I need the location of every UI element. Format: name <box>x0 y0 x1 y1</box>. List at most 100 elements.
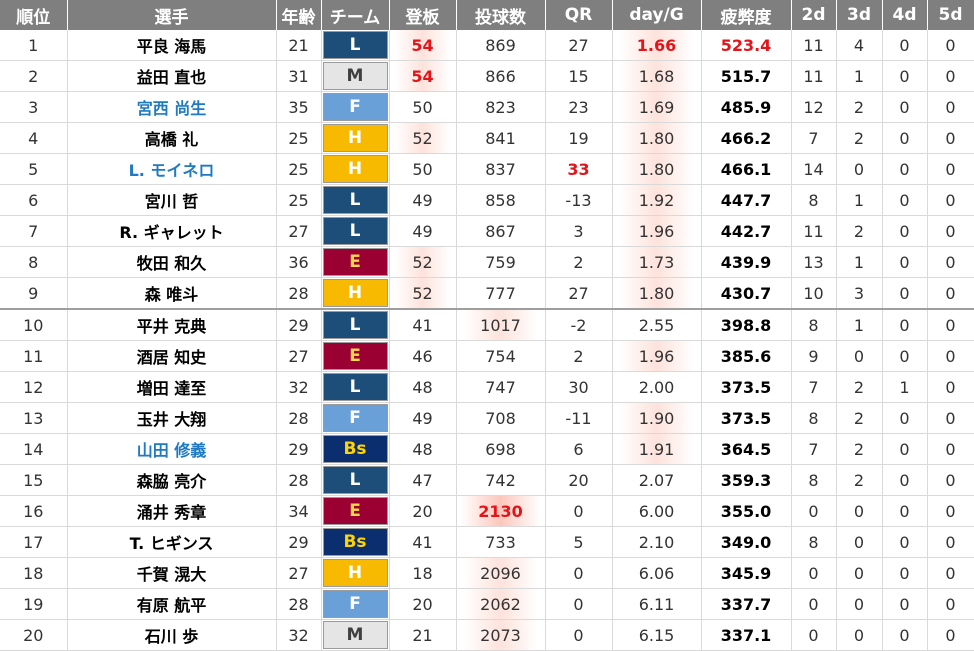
appearances-cell: 52 <box>389 246 457 278</box>
table-row[interactable]: 18 千賀 滉大 27 H 18 2096 0 6.06 345.9 0 0 0 0 <box>0 557 974 589</box>
d2-cell: 8 <box>791 309 837 341</box>
team-badge: L <box>321 30 390 61</box>
team-badge-label: L <box>322 466 388 494</box>
header-pitches[interactable]: 投球数 <box>456 0 546 30</box>
team-badge: F <box>321 91 390 123</box>
d2-cell: 11 <box>791 60 837 92</box>
age-cell: 36 <box>276 246 322 278</box>
table-row[interactable]: 7 R. ギャレット 27 L 49 867 3 1.96 442.7 11 2 0 0 <box>0 215 974 247</box>
fatigue-cell: 398.8 <box>701 309 792 341</box>
table-row[interactable]: 12 増田 達至 32 L 48 747 30 2.00 373.5 7 2 1 0 <box>0 371 974 403</box>
team-badge: E <box>321 340 390 372</box>
fatigue-cell: 364.5 <box>701 433 792 465</box>
age-cell: 29 <box>276 433 322 465</box>
header-2d[interactable]: 2d <box>791 0 837 30</box>
pitch-count-cell: 823 <box>456 91 546 123</box>
table-row[interactable]: 14 山田 修義 29 Bs 48 698 6 1.91 364.5 7 2 0 0 <box>0 433 974 465</box>
table-row[interactable]: 10 平井 克典 29 L 41 1017 -2 2.55 398.8 8 1 0 0 <box>0 309 974 341</box>
table-row[interactable]: 5 L. モイネロ 25 H 50 837 33 1.80 466.1 14 0 0 0 <box>0 153 974 185</box>
d5-cell: 0 <box>927 557 974 589</box>
pitch-count-cell: 698 <box>456 433 546 465</box>
pitch-count-cell: 837 <box>456 153 546 185</box>
d4-cell: 0 <box>882 557 928 589</box>
fatigue-cell: 442.7 <box>701 215 792 247</box>
team-badge: F <box>321 588 390 620</box>
header-qr[interactable]: QR <box>545 0 613 30</box>
d3-cell: 0 <box>836 526 883 558</box>
appearances-cell: 52 <box>389 277 457 310</box>
table-row[interactable]: 8 牧田 和久 36 E 52 759 2 1.73 439.9 13 1 0 0 <box>0 246 974 278</box>
table-row[interactable]: 2 益田 直也 31 M 54 866 15 1.68 515.7 11 1 0 0 <box>0 60 974 92</box>
player-name: T. ヒギンス <box>67 526 277 558</box>
appearances-cell: 54 <box>389 60 457 92</box>
table-row[interactable]: 17 T. ヒギンス 29 Bs 41 733 5 2.10 349.0 8 0 0 0 <box>0 526 974 558</box>
rank-cell: 3 <box>0 91 68 123</box>
header-team[interactable]: チーム <box>321 0 390 30</box>
header-player[interactable]: 選手 <box>67 0 277 30</box>
d3-cell: 4 <box>836 30 883 61</box>
d3-cell: 3 <box>836 277 883 310</box>
day-per-game-cell: 1.80 <box>612 277 702 310</box>
rank-cell: 2 <box>0 60 68 92</box>
header-5d[interactable]: 5d <box>927 0 974 30</box>
qr-cell: 0 <box>545 588 613 620</box>
player-name: 増田 達至 <box>67 371 277 403</box>
header-4d[interactable]: 4d <box>882 0 928 30</box>
day-per-game-cell: 1.96 <box>612 215 702 247</box>
fatigue-cell: 466.2 <box>701 122 792 154</box>
table-row[interactable]: 11 酒居 知史 27 E 46 754 2 1.96 385.6 9 0 0 0 <box>0 340 974 372</box>
age-cell: 34 <box>276 495 322 527</box>
team-badge-label: H <box>322 155 388 183</box>
rank-cell: 12 <box>0 371 68 403</box>
d3-cell: 0 <box>836 495 883 527</box>
team-badge-label: F <box>322 93 388 121</box>
table-row[interactable]: 16 涌井 秀章 34 E 20 2130 0 6.00 355.0 0 0 0 0 <box>0 495 974 527</box>
d3-cell: 1 <box>836 60 883 92</box>
qr-cell: -13 <box>545 184 613 216</box>
header-age[interactable]: 年齢 <box>276 0 322 30</box>
table-row[interactable]: 4 高橋 礼 25 H 52 841 19 1.80 466.2 7 2 0 0 <box>0 122 974 154</box>
team-badge-label: L <box>322 311 388 339</box>
pitch-count-cell: 841 <box>456 122 546 154</box>
appearances-cell: 21 <box>389 619 457 651</box>
player-name: 益田 直也 <box>67 60 277 92</box>
age-cell: 25 <box>276 153 322 185</box>
pitch-count-cell: 869 <box>456 30 546 61</box>
team-badge-label: F <box>322 404 388 432</box>
header-appearances[interactable]: 登板 <box>389 0 457 30</box>
header-3d[interactable]: 3d <box>836 0 883 30</box>
fatigue-cell: 349.0 <box>701 526 792 558</box>
table-row[interactable]: 19 有原 航平 28 F 20 2062 0 6.11 337.7 0 0 0 0 <box>0 588 974 620</box>
rank-cell: 8 <box>0 246 68 278</box>
table-row[interactable]: 15 森脇 亮介 28 L 47 742 20 2.07 359.3 8 2 0 0 <box>0 464 974 496</box>
d3-cell: 2 <box>836 122 883 154</box>
pitch-count-cell: 742 <box>456 464 546 496</box>
header-fatigue[interactable]: 疲弊度 <box>701 0 792 30</box>
header-day-per-game[interactable]: day/G <box>612 0 702 30</box>
team-badge: H <box>321 153 390 185</box>
d4-cell: 0 <box>882 464 928 496</box>
team-badge-label: F <box>322 590 388 618</box>
table-row[interactable]: 20 石川 歩 32 M 21 2073 0 6.15 337.1 0 0 0 0 <box>0 619 974 651</box>
d4-cell: 0 <box>882 526 928 558</box>
header-rank[interactable]: 順位 <box>0 0 68 30</box>
d4-cell: 0 <box>882 495 928 527</box>
d4-cell: 0 <box>882 402 928 434</box>
player-name: R. ギャレット <box>67 215 277 247</box>
d4-cell: 0 <box>882 153 928 185</box>
team-badge-label: H <box>322 124 388 152</box>
team-badge: E <box>321 246 390 278</box>
qr-cell: 23 <box>545 91 613 123</box>
table-row[interactable]: 13 玉井 大翔 28 F 49 708 -11 1.90 373.5 8 2 0 0 <box>0 402 974 434</box>
d5-cell: 0 <box>927 588 974 620</box>
d5-cell: 0 <box>927 30 974 61</box>
table-row[interactable]: 3 宮西 尚生 35 F 50 823 23 1.69 485.9 12 2 0 0 <box>0 91 974 123</box>
appearances-cell: 54 <box>389 30 457 61</box>
day-per-game-cell: 2.10 <box>612 526 702 558</box>
table-row[interactable]: 1 平良 海馬 21 L 54 869 27 1.66 523.4 11 4 0 0 <box>0 30 974 61</box>
d5-cell: 0 <box>927 526 974 558</box>
day-per-game-cell: 1.73 <box>612 246 702 278</box>
table-row[interactable]: 6 宮川 哲 25 L 49 858 -13 1.92 447.7 8 1 0 0 <box>0 184 974 216</box>
